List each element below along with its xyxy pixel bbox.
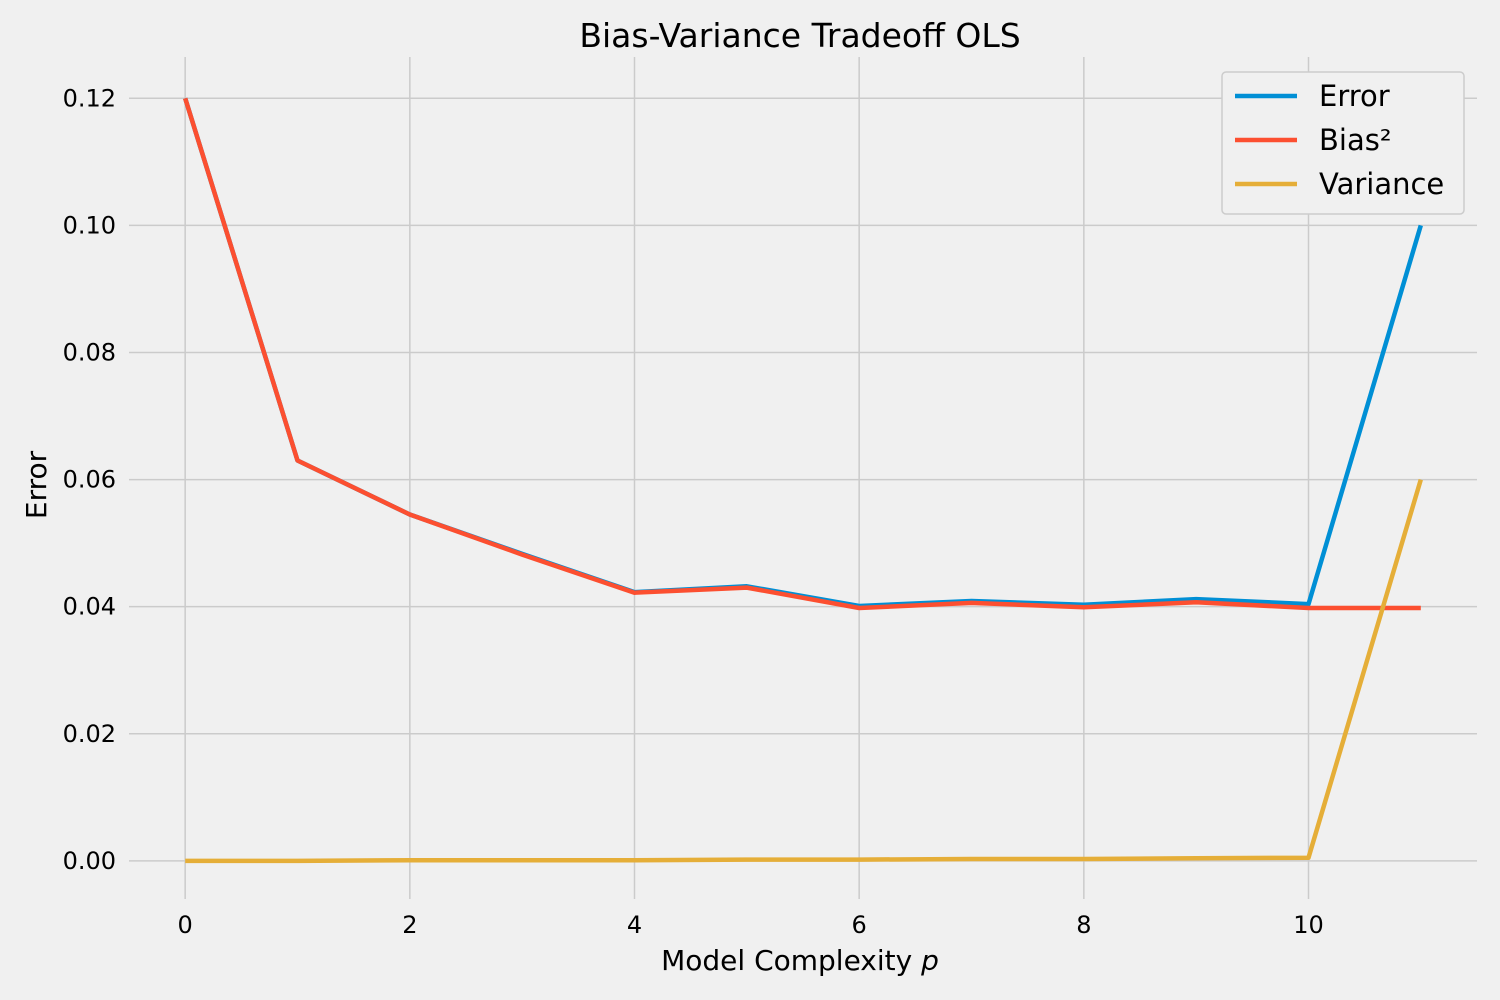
y-tick-labels: 0.00 0.02 0.04 0.06 0.08 0.10 0.12 (63, 84, 116, 875)
y-tick-label: 0.12 (63, 84, 116, 112)
series-line-variance (185, 478, 1423, 864)
series-line-bias- (183, 97, 1421, 611)
x-tick-label: 2 (402, 911, 417, 939)
x-tick-label: 10 (1293, 911, 1324, 939)
y-tick-label: 0.10 (63, 211, 116, 239)
y-tick-label: 0.06 (63, 466, 116, 494)
x-tick-label: 4 (627, 911, 642, 939)
legend-label: Variance (1319, 167, 1444, 201)
x-tick-label: 6 (852, 911, 867, 939)
y-tick-label: 0.00 (63, 847, 116, 875)
y-tick-label: 0.04 (63, 593, 116, 621)
x-tick-labels: 0 2 4 6 8 10 (178, 911, 1324, 939)
legend-box (1221, 71, 1465, 215)
series-lines (183, 97, 1423, 864)
legend-label: Bias² (1319, 123, 1391, 157)
legend-label: Error (1319, 79, 1390, 113)
chart-title: Bias-Variance Tradeoff OLS (579, 16, 1020, 55)
y-axis-label: Error (20, 450, 53, 519)
x-axis-label-variable: p (920, 944, 939, 977)
x-axis-label: Model Complexity p (661, 944, 939, 977)
y-tick-label: 0.08 (63, 338, 116, 366)
x-axis-label-text: Model Complexity (661, 944, 921, 977)
legend: Error Bias² Variance (1221, 71, 1465, 215)
x-tick-label: 8 (1076, 911, 1091, 939)
grid (129, 57, 1477, 899)
y-tick-label: 0.02 (63, 720, 116, 748)
x-tick-label: 0 (178, 911, 193, 939)
